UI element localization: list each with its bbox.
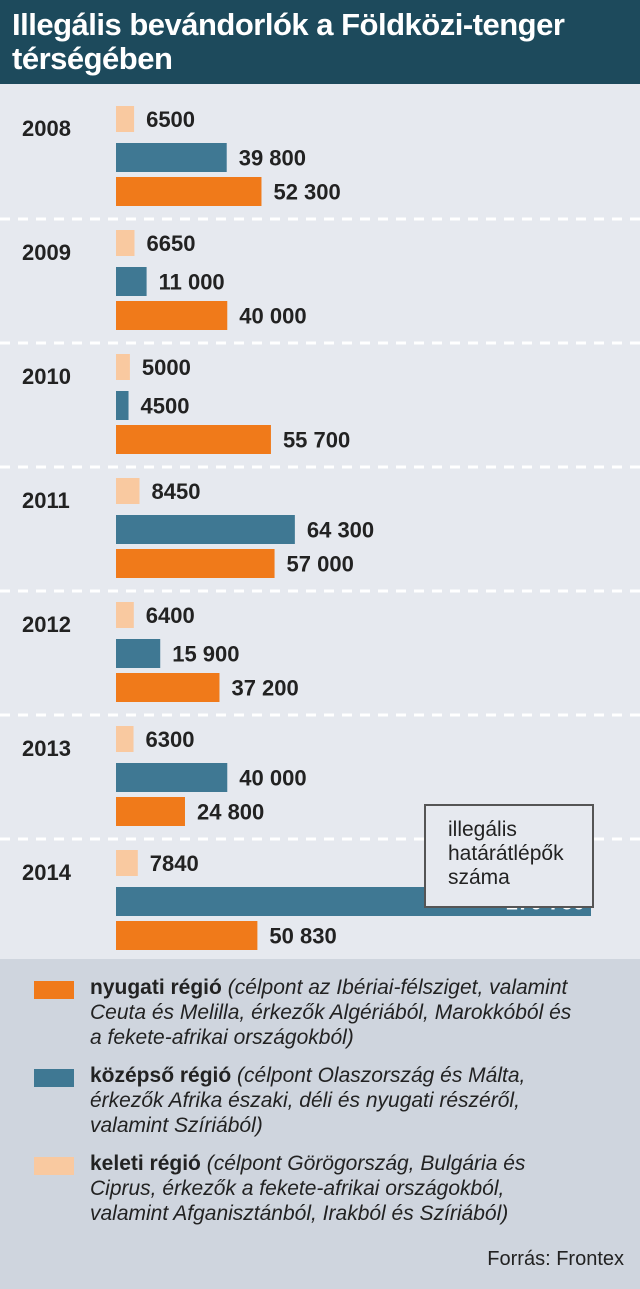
legend-desc: (célpont Olaszország és Málta, [237,1064,526,1087]
legend-swatch-central [34,1069,74,1087]
bar-western [116,673,220,702]
bar-eastern [116,602,134,628]
legend-desc: Ceuta és Melilla, érkezők Algériából, Ma… [90,1001,572,1024]
bar-eastern [116,354,130,380]
bar-western [116,177,262,206]
legend-name: nyugati régió [90,976,222,999]
year-label: 2013 [22,736,71,761]
bar-eastern [116,850,138,876]
year-label: 2014 [22,860,72,885]
year-label: 2010 [22,364,71,389]
value-label: 11 000 [159,270,225,295]
year-label: 2011 [22,488,70,513]
value-label: 52 300 [273,180,340,205]
chart-area: 2008 6500 39 800 52 300 2009 6650 11 000 40 000… [0,84,640,959]
bar-eastern [116,106,135,132]
bar-central [116,639,161,668]
value-label: 6300 [146,727,195,752]
bar-chart: 2008 6500 39 800 52 300 2009 6650 11 000 40 000… [0,106,640,950]
header-bar: Illegális bevándorlók a Földközi-tenger … [0,0,640,84]
value-label: 40 000 [239,304,306,329]
bar-central [116,143,227,172]
value-label: 24 800 [197,800,264,825]
bar-central [116,391,129,420]
year-label: 2012 [22,612,71,637]
note-box: illegális határátlépők száma [424,804,594,908]
value-label: 37 200 [231,676,298,701]
value-label: 6650 [146,231,195,256]
bar-western [116,549,275,578]
legend-name: keleti régió [90,1152,201,1175]
note-line: határátlépők [448,842,564,865]
value-label: 6500 [146,107,195,132]
chart-title: Illegális bevándorlók a Földközi-tenger … [12,7,565,76]
value-label: 7840 [150,851,199,876]
legend-desc: érkezők Afrika északi, déli és nyugati r… [90,1089,520,1112]
year-label: 2008 [22,116,71,141]
bar-western [116,301,228,330]
value-label: 40 000 [239,766,306,791]
value-label: 15 900 [172,642,239,667]
value-label: 64 300 [307,518,374,543]
bar-central [116,763,228,792]
value-label: 39 800 [239,146,306,171]
legend-desc: valamint Szíriából) [90,1114,263,1137]
bar-western [116,797,185,826]
legend-swatch-western [34,981,74,999]
value-label: 57 000 [287,552,354,577]
value-label: 5000 [142,355,191,380]
bar-western [116,425,271,454]
legend: nyugati régió (célpont az Ibériai-félszi… [0,959,640,1289]
value-label: 6400 [146,603,195,628]
bar-central [116,515,295,544]
bar-central [116,267,147,296]
legend-desc: valamint Afganisztánból, Irakból és Szír… [90,1202,509,1225]
bar-eastern [116,478,140,504]
legend-desc: Ciprus, érkezők a fekete-afrikai országo… [90,1177,505,1200]
legend-desc: (célpont az Ibériai-félsziget, valamint [227,976,568,999]
bar-eastern [116,726,134,752]
year-label: 2009 [22,240,71,265]
bar-eastern [116,230,135,256]
legend-desc: a fekete-afrikai országokból) [90,1026,354,1049]
note-line: száma [448,866,510,889]
legend-name: középső régió [90,1064,232,1087]
value-label: 4500 [141,394,190,419]
note-line: illegális [448,818,517,841]
bar-western [116,921,258,950]
legend-swatch-eastern [34,1157,74,1175]
value-label: 55 700 [283,428,350,453]
legend-desc: (célpont Görögország, Bulgária és [206,1152,526,1175]
value-label: 50 830 [269,924,336,949]
value-label: 8450 [152,479,201,504]
source-label: Forrás: Frontex [487,1248,624,1270]
